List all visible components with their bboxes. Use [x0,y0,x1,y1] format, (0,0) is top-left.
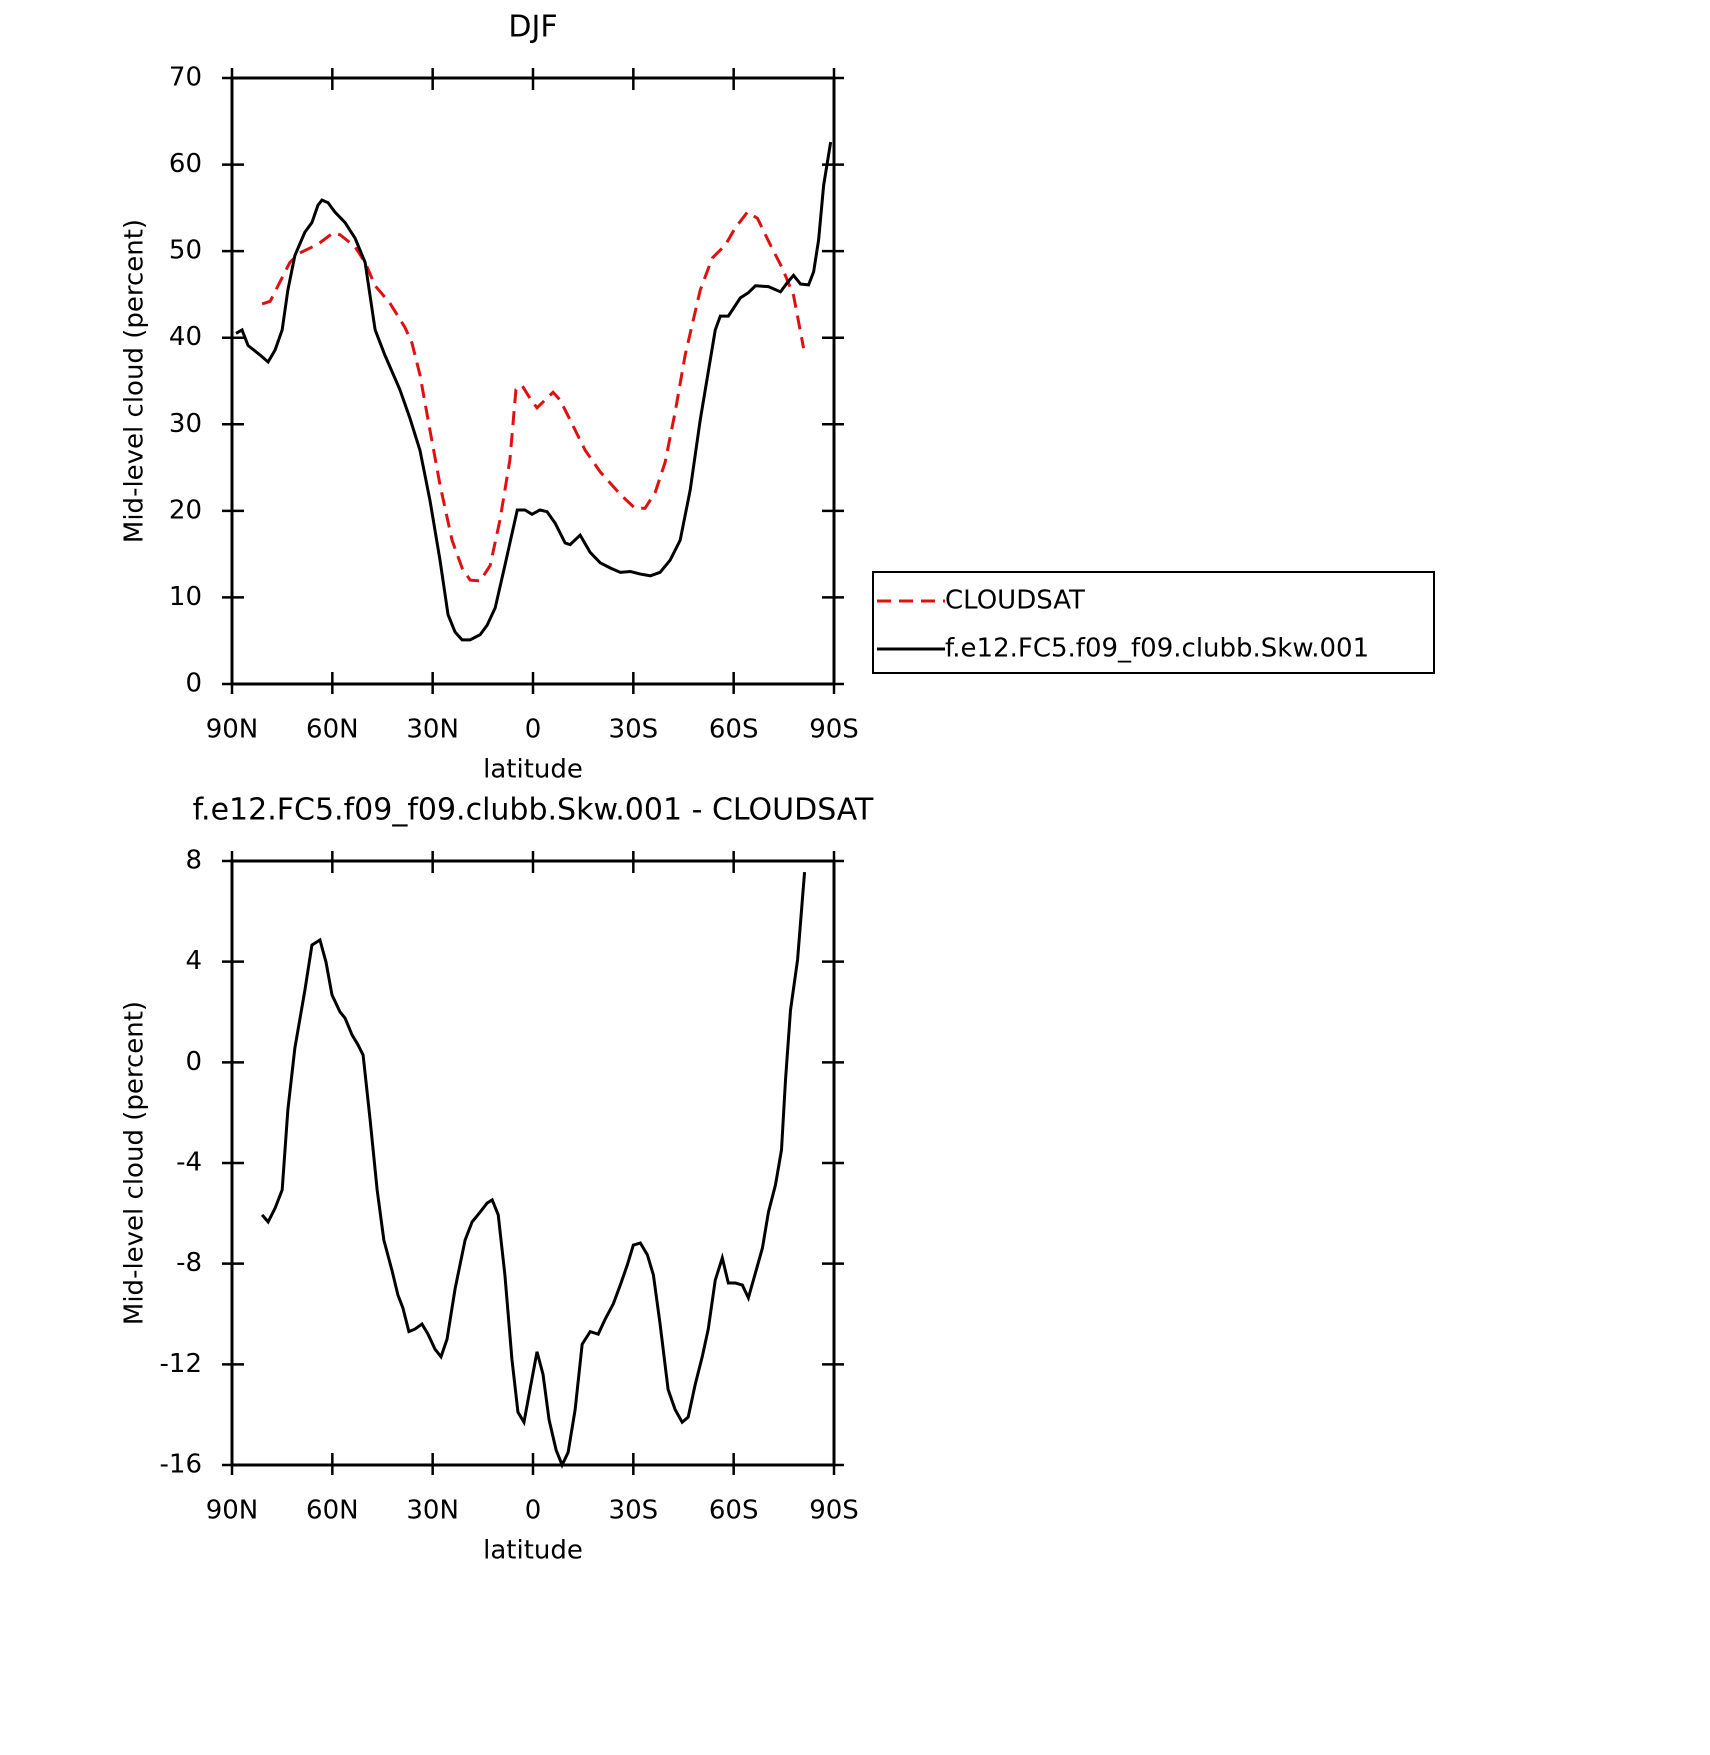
y-tick-label: 60 [169,149,202,179]
x-tick-label: 60S [709,1496,759,1526]
y-tick-label: 20 [169,495,202,525]
x-axis-label: latitude [483,755,583,785]
x-tick-label: 0 [525,715,542,745]
x-tick-label: 60N [306,715,359,745]
y-tick-label: 10 [169,582,202,612]
x-tick-label: 90S [809,715,859,745]
y-tick-label: -16 [160,1450,202,1480]
y-tick-label: 8 [185,846,202,876]
x-tick-label: 90N [206,715,259,745]
y-axis-label: Mid-level cloud (percent) [120,219,150,543]
x-tick-label: 30S [609,1496,659,1526]
legend-label: CLOUDSAT [945,586,1085,616]
y-tick-label: 0 [185,1047,202,1077]
y-tick-label: -4 [176,1148,202,1178]
y-tick-label: 0 [185,669,202,699]
chart-title: DJF [508,10,557,45]
x-tick-label: 60S [709,715,759,745]
x-tick-label: 90N [206,1496,259,1526]
y-tick-label: 50 [169,236,202,266]
data-line [235,141,833,642]
y-tick-label: -12 [160,1349,202,1379]
y-tick-label: 40 [169,322,202,352]
y-axis-label: Mid-level cloud (percent) [120,1001,150,1325]
data-line [260,871,807,1469]
x-tick-label: 30S [609,715,659,745]
data-line [261,210,806,583]
x-tick-label: 90S [809,1496,859,1526]
y-tick-label: 70 [169,63,202,93]
y-tick-label: -8 [176,1248,202,1278]
x-tick-label: 0 [525,1496,542,1526]
y-tick-label: 4 [185,946,202,976]
plot-frame [230,76,836,686]
x-axis-label: latitude [483,1536,583,1566]
chart-title: f.e12.FC5.f09_f09.clubb.Skw.001 - CLOUDS… [193,793,874,828]
legend-box [872,571,1435,674]
y-tick-label: 30 [169,409,202,439]
x-tick-label: 60N [306,1496,359,1526]
legend-label: f.e12.FC5.f09_f09.clubb.Skw.001 [945,634,1369,664]
x-tick-label: 30N [406,1496,459,1526]
x-tick-label: 30N [406,715,459,745]
